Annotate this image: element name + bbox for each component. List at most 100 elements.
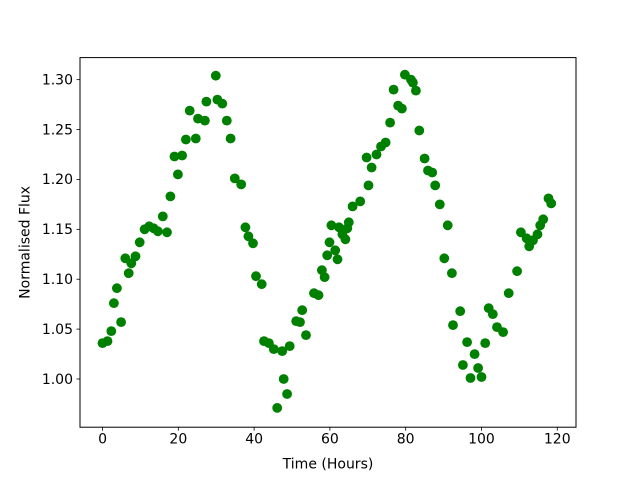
y-tick-label: 1.15: [42, 222, 73, 238]
data-point: [173, 169, 183, 180]
data-point: [109, 298, 119, 309]
data-point: [123, 268, 134, 279]
x-tick-label: 100: [468, 432, 495, 448]
data-point: [439, 253, 450, 264]
data-point: [184, 105, 195, 116]
data-point: [473, 363, 483, 373]
data-point: [503, 288, 514, 299]
data-point: [277, 346, 288, 356]
data-point: [278, 374, 289, 384]
y-tick-label: 1.20: [42, 172, 73, 188]
x-tick-label: 20: [169, 432, 187, 448]
data-point: [347, 201, 358, 212]
data-point: [397, 103, 407, 114]
x-axis-label: Time (Hours): [282, 457, 374, 473]
axis-tick-labels: 0 20 40 60 80 100 120 1.00 1.05 1.10 1.15 1.20 1.25 1…: [42, 72, 571, 447]
data-point: [251, 271, 261, 282]
data-point: [240, 222, 251, 233]
data-point: [190, 133, 201, 144]
data-point: [106, 326, 117, 336]
data-point: [434, 199, 445, 210]
x-tick-label: 60: [321, 432, 339, 448]
data-point: [355, 196, 366, 207]
data-point: [462, 337, 472, 347]
data-point: [332, 254, 343, 265]
data-point: [177, 150, 188, 161]
data-point: [480, 338, 491, 348]
data-point: [469, 349, 480, 359]
data-point: [217, 98, 228, 109]
data-point: [385, 117, 395, 128]
x-tick-label: 80: [397, 432, 415, 448]
data-point: [272, 403, 283, 413]
data-point: [200, 115, 210, 126]
y-tick-label: 1.00: [42, 372, 73, 388]
data-point: [442, 220, 453, 231]
data-point: [414, 125, 425, 136]
data-point: [340, 234, 351, 245]
data-point: [165, 191, 176, 202]
data-point: [268, 344, 279, 354]
data-point: [512, 266, 522, 277]
data-point: [162, 227, 172, 238]
y-tick-label: 1.25: [42, 122, 73, 138]
data-point: [326, 220, 337, 231]
data-point: [419, 153, 430, 164]
data-point: [236, 179, 247, 190]
data-point: [210, 70, 221, 81]
axes-border: [79, 57, 577, 428]
data-point: [465, 373, 476, 383]
data-point: [102, 336, 113, 346]
data-point: [229, 173, 240, 184]
data-point: [319, 272, 330, 283]
data-point: [225, 133, 236, 144]
data-point: [388, 84, 399, 95]
data-point: [408, 77, 418, 88]
data-point: [322, 250, 333, 261]
data-point: [248, 238, 258, 249]
y-tick-label: 1.05: [42, 322, 73, 338]
data-point: [282, 389, 292, 399]
data-point: [134, 237, 145, 248]
y-tick-label: 1.30: [42, 72, 73, 88]
data-point: [330, 245, 341, 256]
data-point: [380, 137, 391, 148]
data-point: [430, 180, 441, 191]
data-point: [130, 251, 141, 262]
data-point: [366, 162, 377, 173]
data-point: [256, 279, 267, 290]
data-point: [116, 317, 126, 327]
y-tick-label: 1.10: [42, 272, 73, 288]
data-point: [112, 283, 122, 294]
data-point: [546, 198, 557, 209]
data-point: [371, 149, 382, 160]
data-point: [313, 290, 324, 301]
x-tick-label: 40: [245, 432, 263, 448]
data-point: [181, 134, 191, 145]
x-tick-label: 0: [98, 432, 107, 448]
data-point: [297, 305, 308, 316]
data-points-group: [97, 69, 557, 413]
data-point: [157, 211, 168, 222]
data-point: [301, 330, 311, 340]
data-point: [295, 317, 305, 327]
data-point: [361, 152, 372, 163]
data-point: [153, 226, 163, 237]
data-point: [411, 85, 421, 96]
data-point: [487, 309, 498, 319]
data-point: [243, 231, 254, 242]
data-point: [458, 360, 468, 370]
data-point: [448, 320, 458, 330]
data-point: [476, 372, 487, 382]
x-tick-label: 120: [544, 432, 571, 448]
data-point: [538, 214, 549, 225]
data-point: [455, 306, 466, 317]
data-point: [284, 341, 295, 351]
data-point: [427, 167, 438, 178]
y-axis-label: Normalised Flux: [18, 186, 34, 299]
data-point: [169, 151, 180, 162]
data-point: [201, 96, 212, 107]
